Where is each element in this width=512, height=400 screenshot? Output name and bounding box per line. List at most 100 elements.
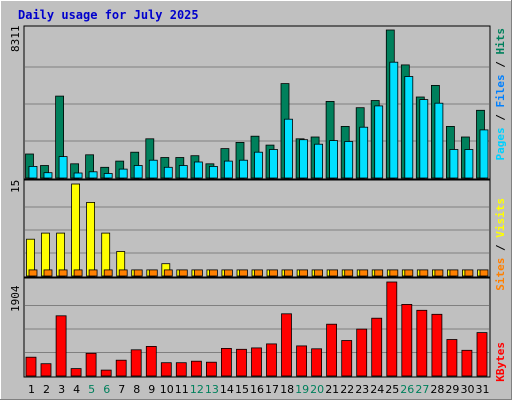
bar-files-11 — [178, 165, 188, 179]
bar-kbytes-31 — [476, 332, 488, 377]
bar-kbytes-13 — [205, 361, 217, 377]
bar-files-27 — [419, 99, 429, 179]
bar-files-18 — [284, 118, 293, 179]
bar-sites-26 — [404, 269, 414, 277]
bar-sites-6 — [103, 269, 113, 277]
x-tick-label: 21 — [325, 383, 339, 396]
x-tick-label: 1 — [28, 383, 35, 396]
bar-sites-5 — [88, 269, 98, 277]
x-tick-label: 9 — [148, 383, 155, 396]
bar-kbytes-18 — [281, 313, 292, 377]
bar-kbytes-7 — [115, 359, 127, 377]
bar-kbytes-16 — [251, 347, 262, 377]
bar-sites-23 — [359, 269, 369, 277]
x-axis-tick-labels: 1 2 3 4 5 6 7 8 9 10 11 12 13 14 15 16 17 18 19 20 21 22 23 24 2… — [28, 383, 490, 396]
legend-visits: Visits — [494, 198, 507, 238]
bar-sites-31 — [479, 269, 489, 277]
bar-sites-25 — [389, 269, 399, 277]
chart-bars — [25, 29, 489, 377]
svg-text:Pages / Files / Hits: Pages / Files / Hits — [494, 28, 507, 161]
bar-files-19 — [299, 139, 309, 179]
bar-files-12 — [193, 161, 203, 179]
bar-sites-3 — [58, 269, 68, 277]
bar-files-23 — [359, 126, 369, 179]
bar-visits-5 — [86, 201, 95, 277]
x-tick-label: 15 — [235, 383, 249, 396]
visits-axis-max-label: 15 — [9, 180, 22, 193]
legend-pages: Pages — [494, 127, 507, 160]
bar-files-30 — [464, 149, 474, 179]
x-tick-label: 28 — [430, 383, 444, 396]
x-tick-label: 23 — [355, 383, 369, 396]
x-tick-label: 7 — [118, 383, 125, 396]
bar-kbytes-15 — [236, 348, 247, 377]
bar-sites-13 — [208, 269, 218, 277]
bar-visits-4 — [71, 183, 80, 277]
bar-files-25 — [389, 61, 399, 179]
bar-sites-15 — [239, 269, 248, 277]
bar-kbytes-28 — [431, 313, 443, 377]
x-tick-label: 29 — [445, 383, 459, 396]
x-tick-label: 26 — [400, 383, 414, 396]
kbytes-axis-max-label: 1904 — [9, 285, 22, 312]
bar-kbytes-27 — [416, 309, 428, 377]
bar-sites-9 — [148, 269, 158, 277]
bar-sites-14 — [223, 269, 233, 277]
svg-text:Sites / Visits: Sites / Visits — [494, 198, 507, 291]
bar-sites-4 — [73, 269, 83, 277]
legend-sites: Sites — [494, 258, 507, 291]
bar-files-26 — [404, 76, 414, 179]
svg-text:KBytes: KBytes — [494, 342, 507, 382]
x-tick-label: 16 — [250, 383, 264, 396]
legend-files: Files — [494, 74, 507, 107]
legend-kbytes: KBytes — [494, 342, 507, 382]
bar-files-13 — [208, 165, 218, 179]
x-tick-label: 3 — [58, 383, 65, 396]
x-tick-label: 30 — [461, 383, 475, 396]
x-tick-label: 22 — [340, 383, 354, 396]
bar-kbytes-5 — [85, 352, 97, 377]
bar-files-9 — [148, 159, 158, 179]
bar-kbytes-29 — [446, 339, 458, 377]
x-tick-label: 18 — [280, 383, 294, 396]
bar-sites-8 — [133, 269, 143, 277]
bar-sites-10 — [163, 269, 173, 277]
bar-kbytes-4 — [70, 368, 82, 377]
bar-kbytes-6 — [100, 369, 112, 377]
bar-sites-27 — [419, 269, 429, 277]
bar-files-14 — [223, 160, 233, 179]
hits-legend: Pages / Files / Hits — [494, 28, 507, 161]
bar-files-3 — [58, 156, 68, 179]
bar-sites-28 — [434, 269, 444, 277]
bar-kbytes-12 — [190, 360, 202, 377]
bar-kbytes-19 — [296, 345, 308, 377]
bar-files-1 — [28, 165, 38, 179]
bar-files-8 — [133, 165, 143, 179]
bar-files-20 — [314, 143, 324, 179]
bar-sites-19 — [299, 269, 309, 277]
x-tick-label: 17 — [265, 383, 279, 396]
bar-kbytes-9 — [145, 345, 157, 377]
bar-files-5 — [88, 171, 98, 179]
visits-legend: Sites / Visits — [494, 198, 507, 291]
bar-files-10 — [163, 166, 173, 179]
x-tick-label: 6 — [103, 383, 110, 396]
x-tick-label: 8 — [133, 383, 140, 396]
bar-sites-21 — [329, 269, 339, 277]
x-tick-label: 2 — [43, 383, 50, 396]
bar-files-29 — [449, 149, 459, 179]
bar-files-31 — [479, 129, 489, 179]
bar-files-6 — [103, 173, 113, 179]
bar-files-15 — [239, 159, 248, 179]
x-tick-label: 20 — [310, 383, 324, 396]
bar-sites-12 — [193, 269, 203, 277]
bar-kbytes-30 — [461, 349, 473, 377]
bar-kbytes-26 — [401, 303, 413, 377]
bar-sites-30 — [464, 269, 474, 277]
bar-sites-11 — [178, 269, 188, 277]
bar-sites-7 — [118, 269, 128, 277]
hits-axis-max-label: 8311 — [9, 26, 22, 53]
bar-sites-20 — [314, 269, 324, 277]
x-tick-label: 12 — [190, 383, 204, 396]
bar-kbytes-20 — [311, 348, 323, 377]
